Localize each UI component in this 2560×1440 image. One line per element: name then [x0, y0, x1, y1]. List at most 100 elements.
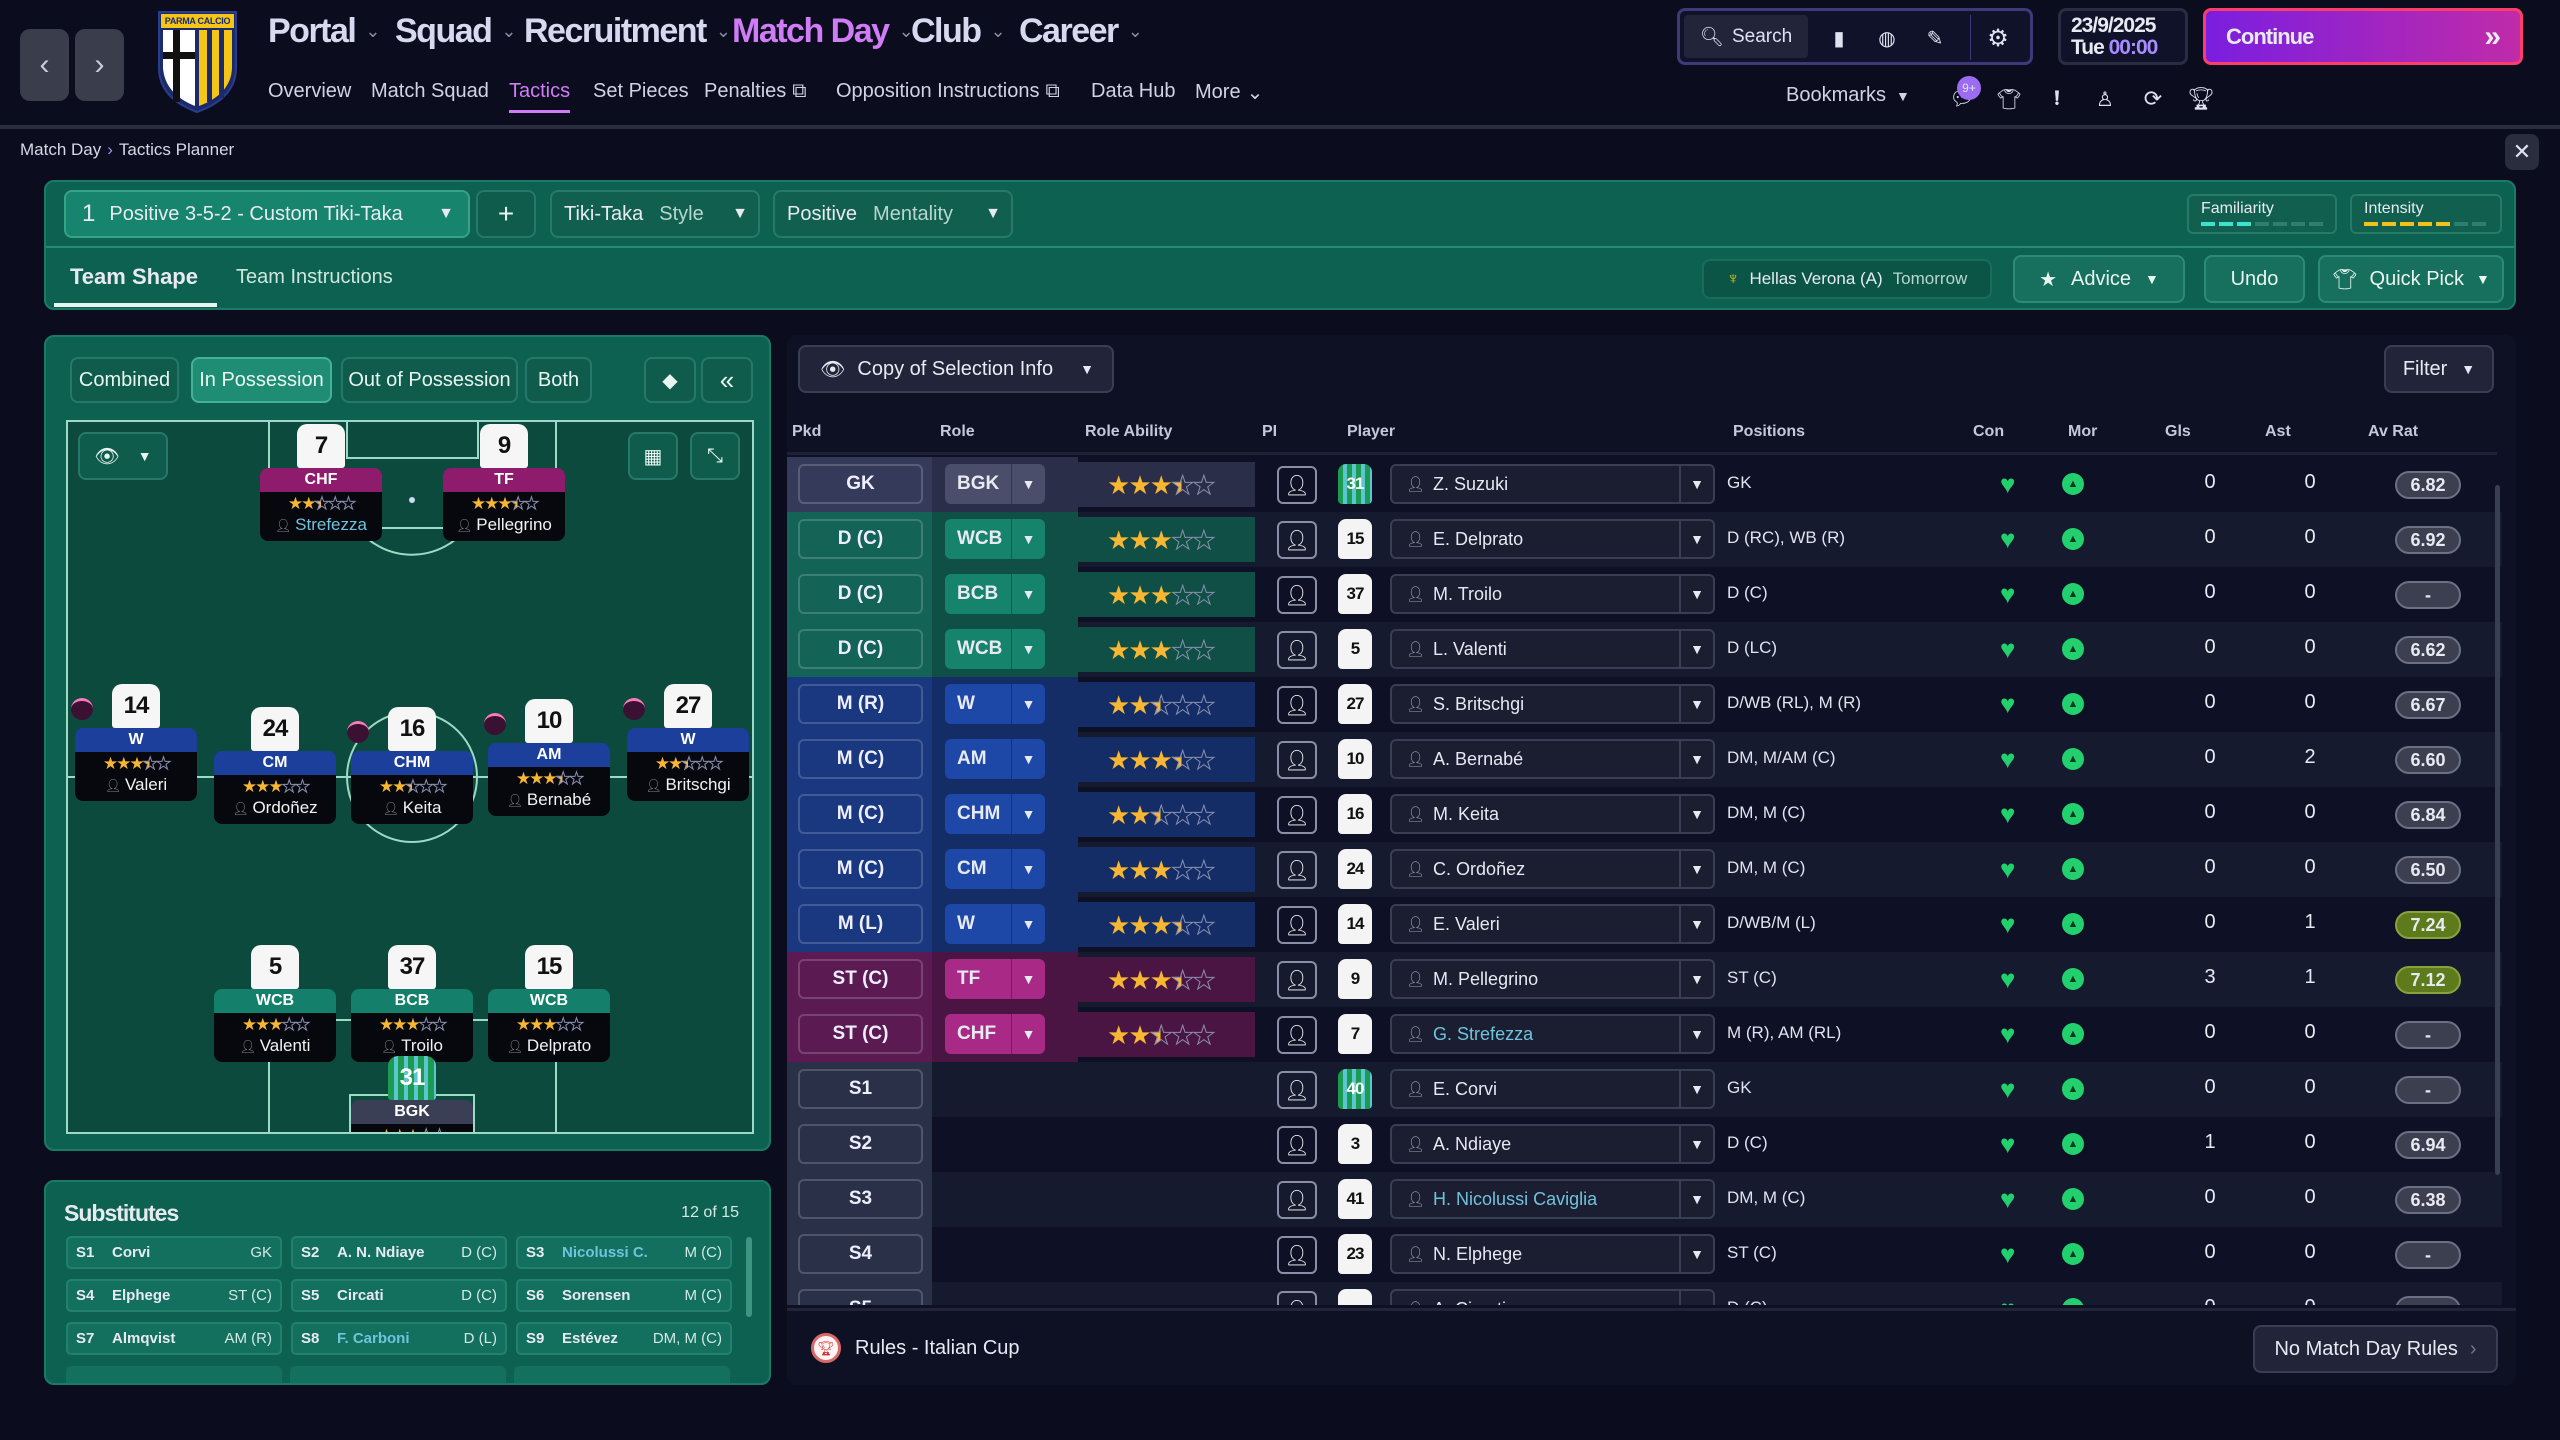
subnav-opposition-instructions[interactable]: Opposition Instructions ⧉ [836, 80, 1060, 103]
style-dropdown[interactable]: Tiki-Taka Style ▼ [550, 190, 760, 238]
substitute-item[interactable]: S3 Nicolussi C. M (C) [516, 1236, 732, 1269]
column-header-role-ability[interactable]: Role Ability [1085, 423, 1173, 440]
player-instructions-button[interactable]: 👤︎ [1277, 576, 1317, 614]
collapse-button[interactable]: « [701, 357, 753, 403]
role-dropdown[interactable]: TF ▼ [945, 959, 1045, 999]
role-dropdown[interactable]: CHM ▼ [945, 794, 1045, 834]
mentality-dropdown[interactable]: Positive Mentality ▼ [773, 190, 1013, 238]
substitutes-scrollbar[interactable] [746, 1237, 752, 1317]
substitute-item[interactable]: S9 Estévez DM, M (C) [516, 1322, 732, 1355]
column-header-ast[interactable]: Ast [2265, 423, 2291, 440]
role-dropdown[interactable]: WCB ▼ [945, 629, 1045, 669]
table-row[interactable]: M (L) W ▼ ★★★★★ 👤︎ 14 👤︎ E. Valeri ▼ D/WB/M (L) ♥ ▲… [787, 897, 2502, 952]
grid-view-button[interactable]: ▦ [628, 432, 678, 480]
quick-pick-button[interactable]: 👕︎ Quick Pick ▼ [2318, 255, 2504, 303]
tab-team-shape[interactable]: Team Shape [70, 264, 198, 289]
pitch-player-card[interactable]: 27 W ★★★★★ 👤︎ Britschgi [623, 684, 749, 801]
add-tactic-button[interactable]: + [476, 190, 536, 238]
forward-button[interactable]: › [75, 29, 124, 101]
competition-rules[interactable]: 🏆︎ Rules - Italian Cup [811, 1333, 1020, 1363]
pitch-player-card[interactable]: 5 WCB ★★★★★ 👤︎ Valenti [214, 945, 336, 1062]
player-instructions-button[interactable]: 👤︎ [1277, 851, 1317, 889]
pitch-player-card[interactable]: 10 AM ★★★★★ 👤︎ Bernabé [484, 699, 610, 816]
player-dropdown[interactable]: 👤︎ A. Bernabé ▼ [1390, 739, 1715, 779]
pitch-player-card[interactable]: 14 W ★★★★★ 👤︎ Valeri [71, 684, 197, 801]
column-header-gls[interactable]: Gls [2165, 423, 2191, 440]
player-instructions-button[interactable]: 👤︎ [1277, 686, 1317, 724]
picked-position-button[interactable]: S3 [798, 1179, 923, 1219]
player-dropdown[interactable]: 👤︎ H. Nicolussi Caviglia ▼ [1390, 1179, 1715, 1219]
player-instructions-button[interactable]: 👤︎ [1277, 796, 1317, 834]
table-row[interactable]: D (C) BCB ▼ ★★★★★ 👤︎ 37 👤︎ M. Troilo ▼ D (C) ♥ ▲ 0 0- [787, 567, 2502, 622]
column-header-pi[interactable]: PI [1262, 423, 1278, 440]
picked-position-button[interactable]: M (L) [798, 904, 923, 944]
expand-button[interactable]: ⤡ [690, 432, 740, 480]
table-row[interactable]: M (C) CHM ▼ ★★★★★ 👤︎ 16 👤︎ M. Keita ▼ DM, M (C) ♥ ▲… [787, 787, 2502, 842]
player-dropdown[interactable]: 👤︎ S. Britschgi ▼ [1390, 684, 1715, 724]
player-dropdown[interactable]: 👤︎ M. Pellegrino ▼ [1390, 959, 1715, 999]
pitch-player-card[interactable]: 37 BCB ★★★★★ 👤︎ Troilo [351, 945, 473, 1062]
match-day-rules-button[interactable]: No Match Day Rules › [2253, 1325, 2498, 1373]
table-row[interactable]: S1 👤︎ 40 👤︎ E. Corvi ▼ GK ♥ ▲ 0 0 - [787, 1062, 2502, 1117]
picked-position-button[interactable]: D (C) [798, 574, 923, 614]
player-instructions-button[interactable]: 👤︎ [1277, 466, 1317, 504]
nav-match-day[interactable]: Match Day ⌄ [732, 12, 914, 51]
player-instructions-button[interactable]: 👤︎ [1277, 1291, 1317, 1305]
nav-career[interactable]: Career ⌄ [1019, 12, 1143, 51]
nav-recruitment[interactable]: Recruitment ⌄ [524, 12, 731, 51]
substitute-item[interactable]: S2 A. N. Ndiaye D (C) [291, 1236, 507, 1269]
role-dropdown[interactable]: CHF ▼ [945, 1014, 1045, 1054]
view-dropdown[interactable]: 👁︎ Copy of Selection Info ▼ [798, 345, 1114, 393]
shirt-icon[interactable]: 👕︎ [1996, 88, 2022, 111]
search-button[interactable]: 🔍︎ Search [1684, 15, 1808, 58]
mode-in-possession[interactable]: In Possession [191, 357, 332, 403]
intensity-meter[interactable]: Intensity [2350, 194, 2502, 234]
settings-gear-icon[interactable]: ⚙ [1987, 24, 2009, 52]
picked-position-button[interactable]: M (C) [798, 849, 923, 889]
picked-position-button[interactable]: M (R) [798, 684, 923, 724]
picked-position-button[interactable]: M (C) [798, 794, 923, 834]
table-row[interactable]: D (C) WCB ▼ ★★★★★ 👤︎ 5 👤︎ L. Valenti ▼ D (LC) ♥ ▲ 0 0… [787, 622, 2502, 677]
player-dropdown[interactable]: 👤︎ G. Strefezza ▼ [1390, 1014, 1715, 1054]
column-header-positions[interactable]: Positions [1733, 423, 1806, 440]
mode-out-of-possession[interactable]: Out of Possession [341, 357, 518, 403]
view-options-dropdown[interactable]: 👁︎ ▼ [78, 432, 168, 480]
picked-position-button[interactable]: ST (C) [798, 1014, 923, 1054]
column-header-pkd[interactable]: Pkd [792, 423, 822, 440]
column-header-mor[interactable]: Mor [2068, 423, 2098, 440]
nav-club[interactable]: Club ⌄ [911, 12, 1006, 51]
pitch-player-card[interactable]: 24 CM ★★★★★ 👤︎ Ordoñez [214, 707, 336, 824]
subnav-overview[interactable]: Overview [268, 80, 351, 103]
picked-position-button[interactable]: S5 [798, 1289, 923, 1305]
filter-dropdown[interactable]: Filter ▼ [2384, 345, 2494, 393]
pitch-player-card[interactable]: 15 WCB ★★★★★ 👤︎ Delprato [488, 945, 610, 1062]
role-dropdown[interactable]: W ▼ [945, 904, 1045, 944]
player-dropdown[interactable]: 👤︎ A. Ndiaye ▼ [1390, 1124, 1715, 1164]
mode-both[interactable]: Both [525, 357, 592, 403]
tab-team-instructions[interactable]: Team Instructions [236, 266, 393, 288]
table-row[interactable]: D (C) WCB ▼ ★★★★★ 👤︎ 15 👤︎ E. Delprato ▼ D (RC), … [787, 512, 2502, 567]
table-row[interactable]: S3 👤︎ 41 👤︎ H. Nicolussi Caviglia ▼ DM, M (C) ♥… [787, 1172, 2502, 1227]
scout-icon[interactable]: ♙ [2096, 88, 2114, 111]
familiarity-meter[interactable]: Familiarity [2187, 194, 2337, 234]
pitch[interactable]: 👁︎ ▼ ▦ ⤡ 7 CHF ★★★★★ 👤︎ Strefezza 9 TF ★★★★★ 👤︎ … [66, 420, 754, 1134]
picked-position-button[interactable]: S1 [798, 1069, 923, 1109]
substitute-item[interactable]: S5 Circati D (C) [291, 1279, 507, 1312]
table-row[interactable]: S5 👤︎ 👤︎ A. Circati ▼ D (C) ♥ ▲ 0 0 [787, 1282, 2502, 1305]
player-dropdown[interactable]: 👤︎ Z. Suzuki ▼ [1390, 464, 1715, 504]
player-instructions-button[interactable]: 👤︎ [1277, 1181, 1317, 1219]
player-instructions-button[interactable]: 👤︎ [1277, 631, 1317, 669]
role-dropdown[interactable]: AM ▼ [945, 739, 1045, 779]
player-instructions-button[interactable]: 👤︎ [1277, 1071, 1317, 1109]
picked-position-button[interactable]: GK [798, 464, 923, 504]
column-header-role[interactable]: Role [940, 423, 975, 440]
column-header-con[interactable]: Con [1973, 423, 2005, 440]
subnav-penalties[interactable]: Penalties ⧉ [704, 80, 807, 103]
role-dropdown[interactable]: WCB ▼ [945, 519, 1045, 559]
date-display[interactable]: 23/9/2025 Tue 00:00 [2058, 8, 2188, 65]
breadcrumb-match-day[interactable]: Match Day [20, 140, 102, 159]
subnav-tactics[interactable]: Tactics [509, 80, 571, 113]
picked-position-button[interactable]: ST (C) [798, 959, 923, 999]
picked-position-button[interactable]: D (C) [798, 629, 923, 669]
